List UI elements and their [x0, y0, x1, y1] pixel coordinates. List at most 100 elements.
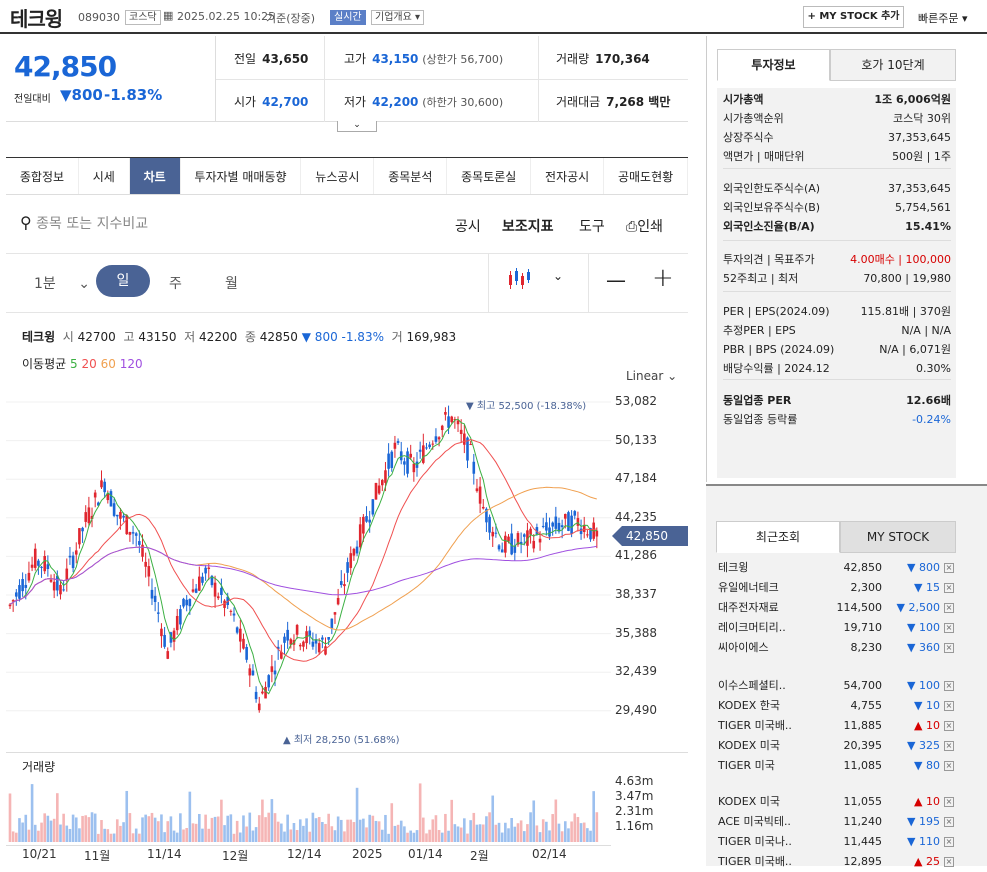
candle	[595, 530, 599, 537]
candle	[589, 528, 592, 540]
recent-item[interactable]: KODEX 미국 20,395 ▼ 325 ×	[718, 736, 958, 756]
recent-item[interactable]: 씨아이에스 8,230 ▼ 360 ×	[718, 638, 958, 658]
info-value: 5,754,561	[895, 201, 951, 214]
tab-recent[interactable]: 최근조회	[716, 521, 840, 553]
disclosure-button[interactable]: 공시	[455, 219, 481, 235]
close-icon[interactable]: ×	[944, 681, 954, 691]
info-value: 37,353,645	[888, 131, 951, 144]
close-icon[interactable]: ×	[944, 761, 954, 771]
candle	[317, 643, 321, 653]
tab-news[interactable]: 뉴스공시	[301, 158, 375, 194]
candle	[201, 576, 204, 583]
amount-value: 7,268 백만	[606, 95, 671, 109]
candle	[147, 566, 151, 577]
close-icon[interactable]: ×	[944, 817, 954, 827]
quick-order-button[interactable]: 빠른주문 ▾	[918, 12, 968, 25]
print-button[interactable]: ⎙인쇄	[626, 216, 663, 236]
recent-item[interactable]: TIGER 미국배.. 12,895 ▲ 25 ×	[718, 852, 958, 872]
tab-shortsale[interactable]: 공매도현황	[604, 158, 689, 194]
candle	[81, 527, 84, 532]
volume: 거래량 170,364	[556, 50, 650, 67]
volume-bar	[27, 829, 31, 842]
tab-investor[interactable]: 투자자별 매매동향	[181, 158, 302, 194]
close-icon[interactable]: ×	[944, 583, 954, 593]
close-icon[interactable]: ×	[944, 623, 954, 633]
indicator-button[interactable]: 보조지표	[502, 219, 554, 235]
company-info-button[interactable]: 기업개요 ▾	[371, 10, 425, 25]
recent-item[interactable]: TIGER 미국 11,085 ▼ 80 ×	[718, 756, 958, 776]
candle	[150, 589, 154, 599]
volume-bar	[554, 799, 558, 842]
period-week[interactable]: 주	[169, 276, 182, 292]
scale-label: Linear	[626, 369, 664, 383]
period-day[interactable]: 일	[96, 265, 150, 297]
recent-item[interactable]: 테크윙 42,850 ▼ 800 ×	[718, 558, 958, 578]
tab-discussion[interactable]: 종목토론실	[447, 158, 532, 194]
candle	[302, 641, 305, 647]
candle	[172, 630, 176, 642]
recent-item[interactable]: TIGER 미국배.. 11,885 ▲ 10 ×	[718, 716, 958, 736]
candle	[459, 429, 463, 435]
candle-type-icon[interactable]	[507, 267, 531, 291]
candle	[141, 544, 144, 557]
recent-item[interactable]: KODEX 한국 4,755 ▼ 10 ×	[718, 696, 958, 716]
candle	[384, 470, 387, 483]
tab-dart[interactable]: 전자공시	[531, 158, 605, 194]
tools-button[interactable]: 도구	[579, 219, 605, 235]
tab-mystock[interactable]: MY STOCK	[840, 521, 956, 553]
recent-item[interactable]: ACE 미국빅테.. 11,240 ▼ 195 ×	[718, 812, 958, 832]
tab-summary[interactable]: 종합정보	[6, 158, 79, 194]
zoom-out-button[interactable]: —	[606, 268, 626, 292]
close-icon[interactable]: ×	[944, 603, 954, 613]
candle	[311, 641, 315, 647]
invest-info-list: 시가총액 1조 6,006억원 시가총액순위 코스닥 30위 상장주식수 37,353,6…	[717, 88, 956, 478]
candle	[440, 425, 444, 431]
price-chart[interactable]	[6, 388, 611, 748]
recent-item[interactable]: KODEX 미국 11,055 ▲ 10 ×	[718, 792, 958, 812]
expand-toggle[interactable]: ⌄	[337, 121, 377, 132]
close-icon[interactable]: ×	[944, 563, 954, 573]
volume-bar	[440, 832, 444, 842]
recent-item[interactable]: TIGER 미국나.. 11,445 ▼ 110 ×	[718, 832, 958, 852]
ma20-line	[9, 438, 597, 662]
recent-item[interactable]: 레이크머티리.. 19,710 ▼ 100 ×	[718, 618, 958, 638]
close-icon[interactable]: ×	[944, 701, 954, 711]
close-icon[interactable]: ×	[944, 643, 954, 653]
recent-change: ▼ 100	[907, 679, 940, 692]
tab-price[interactable]: 시세	[79, 158, 130, 194]
recent-item[interactable]: 대주전자재료 114,500 ▼ 2,500 ×	[718, 598, 958, 618]
recent-price: 114,500	[836, 601, 883, 614]
minute-select[interactable]: 1분 ⌄	[34, 273, 90, 293]
close-icon[interactable]: ×	[944, 837, 954, 847]
candle	[339, 581, 343, 586]
current-price: 42,850	[14, 50, 117, 83]
compare-search[interactable]: ⚲ 종목 또는 지수비교	[20, 213, 148, 233]
tab-analysis[interactable]: 종목분석	[374, 158, 448, 194]
candle	[497, 545, 501, 550]
tab-orderbook[interactable]: 호가 10단계	[830, 49, 956, 81]
candle	[128, 532, 132, 535]
period-month[interactable]: 월	[225, 276, 238, 292]
recent-item[interactable]: 이수스페셜티.. 54,700 ▼ 100 ×	[718, 676, 958, 696]
zoom-in-button[interactable]: +	[652, 263, 674, 293]
candle	[90, 515, 94, 519]
scale-select[interactable]: Linear ⌄	[626, 369, 678, 383]
candle	[324, 646, 327, 655]
candle	[21, 578, 24, 592]
candle	[276, 646, 280, 650]
chevron-down-icon[interactable]: ⌄	[553, 269, 564, 283]
prev-label: 전일	[234, 52, 257, 66]
recent-item[interactable]: 유일에너테크 2,300 ▼ 15 ×	[718, 578, 958, 598]
tab-invest-info[interactable]: 투자정보	[717, 49, 830, 81]
close-icon[interactable]: ×	[944, 721, 954, 731]
close-icon[interactable]: ×	[944, 741, 954, 751]
divider	[723, 379, 951, 380]
recent-name: KODEX 미국	[718, 795, 780, 808]
tab-chart[interactable]: 차트	[129, 158, 181, 194]
volume-bar	[362, 818, 365, 842]
close-icon[interactable]: ×	[944, 797, 954, 807]
candle	[229, 610, 233, 612]
mystock-add-button[interactable]: + MY STOCK 추가	[803, 6, 904, 28]
candle	[40, 566, 43, 568]
candle	[103, 481, 106, 493]
